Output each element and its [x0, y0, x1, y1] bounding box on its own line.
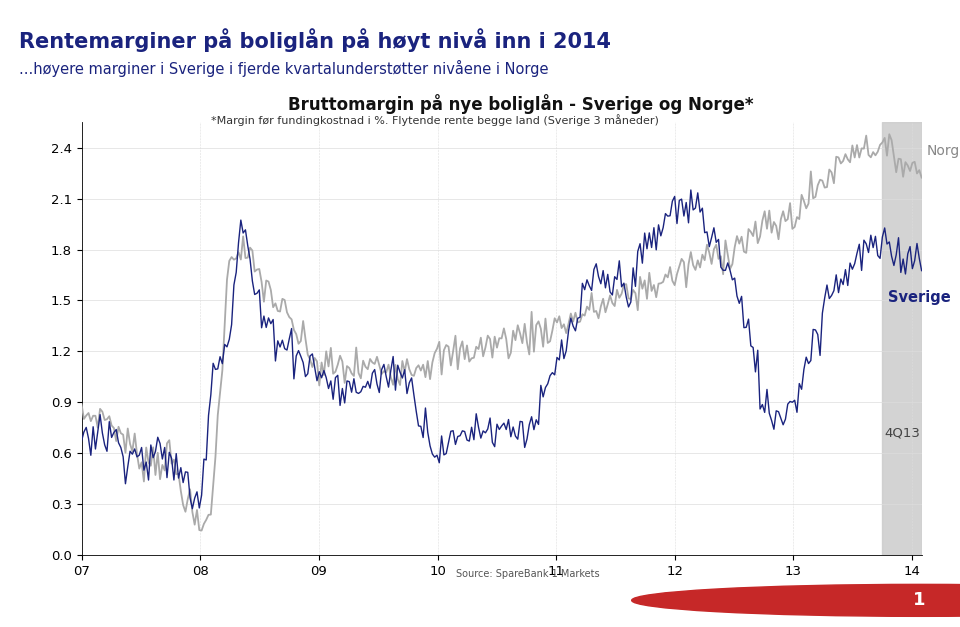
- Text: 1: 1: [913, 591, 926, 609]
- Text: 20/01/2014: 20/01/2014: [441, 593, 519, 608]
- Text: 4Q13: 4Q13: [885, 426, 921, 440]
- Text: 14: 14: [14, 593, 36, 608]
- Text: MARKETS: MARKETS: [821, 613, 864, 622]
- Text: Bruttomargin på nye boliglån - Sverige og Norge*: Bruttomargin på nye boliglån - Sverige o…: [288, 94, 754, 114]
- Text: *Margin før fundingkostnad i %. Flytende rente begge land (Sverige 3 måneder): *Margin før fundingkostnad i %. Flytende…: [211, 114, 660, 126]
- Circle shape: [632, 584, 960, 616]
- Bar: [882, 122, 922, 555]
- Text: ...høyere marginer i Sverige i fjerde kvartalunderstøtter nivåene i Norge: ...høyere marginer i Sverige i fjerde kv…: [19, 60, 549, 76]
- Text: Sverige: Sverige: [888, 290, 951, 305]
- Text: SpareBank: SpareBank: [821, 589, 902, 603]
- Text: Norge: Norge: [926, 144, 960, 158]
- Text: Source: SpareBank 1 Markets: Source: SpareBank 1 Markets: [456, 569, 600, 579]
- Text: Rentemarginer på boliglån på høyt nivå inn i 2014: Rentemarginer på boliglån på høyt nivå i…: [19, 28, 612, 52]
